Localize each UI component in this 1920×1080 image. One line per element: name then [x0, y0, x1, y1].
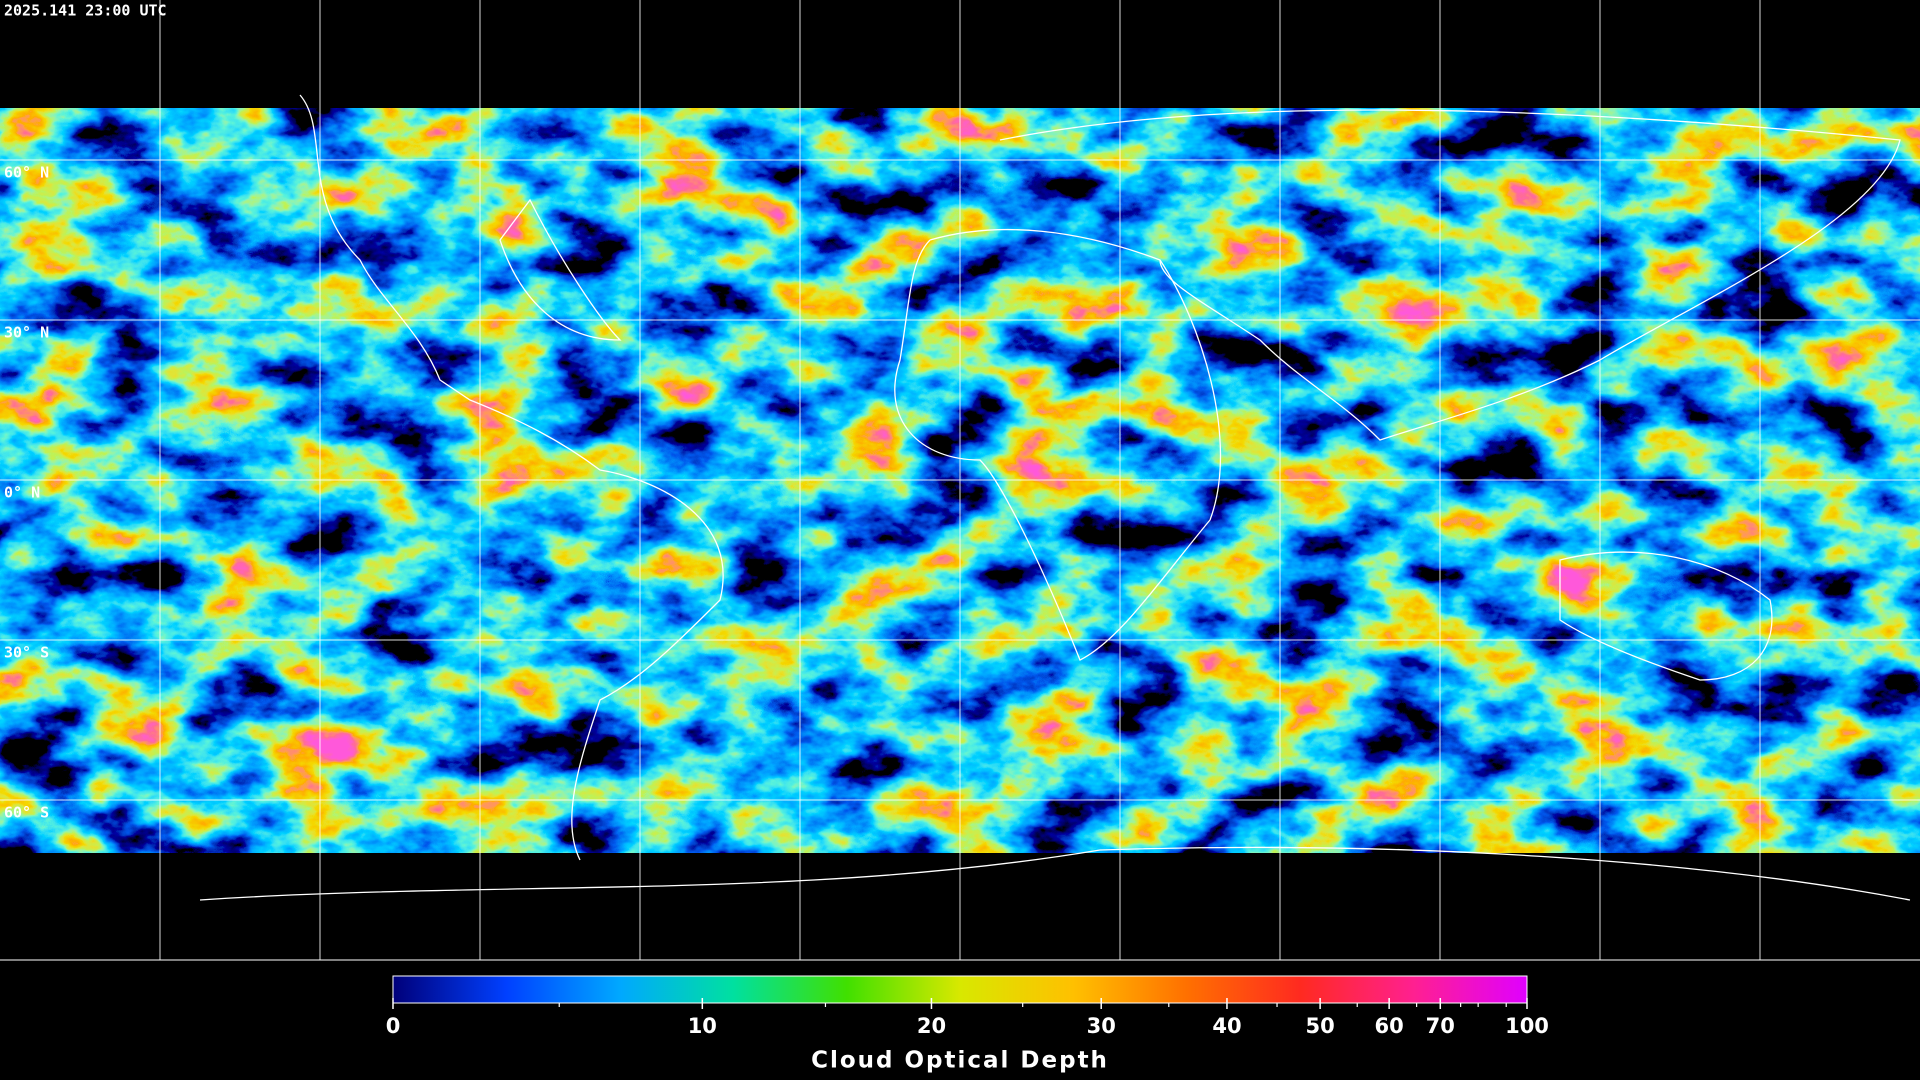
colorbar-tick-label: 40 — [1212, 1014, 1241, 1038]
colorbar-tick-label: 20 — [917, 1014, 946, 1038]
latitude-label: 60° N — [4, 164, 49, 182]
colorbar-tick-label: 60 — [1375, 1014, 1404, 1038]
colorbar-tick-label: 10 — [688, 1014, 717, 1038]
colorbar-title: Cloud Optical Depth — [811, 1048, 1109, 1074]
colorbar — [392, 975, 1528, 1004]
latitude-label: 60° S — [4, 804, 49, 822]
colorbar-tick-label: 70 — [1426, 1014, 1455, 1038]
colorbar-tick-label: 30 — [1087, 1014, 1116, 1038]
coastlines — [199, 94, 1911, 901]
latitude-label: 30° S — [4, 644, 49, 662]
colorbar-tick-label: 50 — [1306, 1014, 1335, 1038]
colorbar-tick-label: 0 — [386, 1014, 401, 1038]
colorbar-tick-label: 100 — [1505, 1014, 1549, 1038]
latitude-label: 0° N — [4, 484, 40, 502]
latitude-label: 30° N — [4, 324, 49, 342]
timestamp: 2025.141 23:00 UTC — [4, 2, 167, 20]
